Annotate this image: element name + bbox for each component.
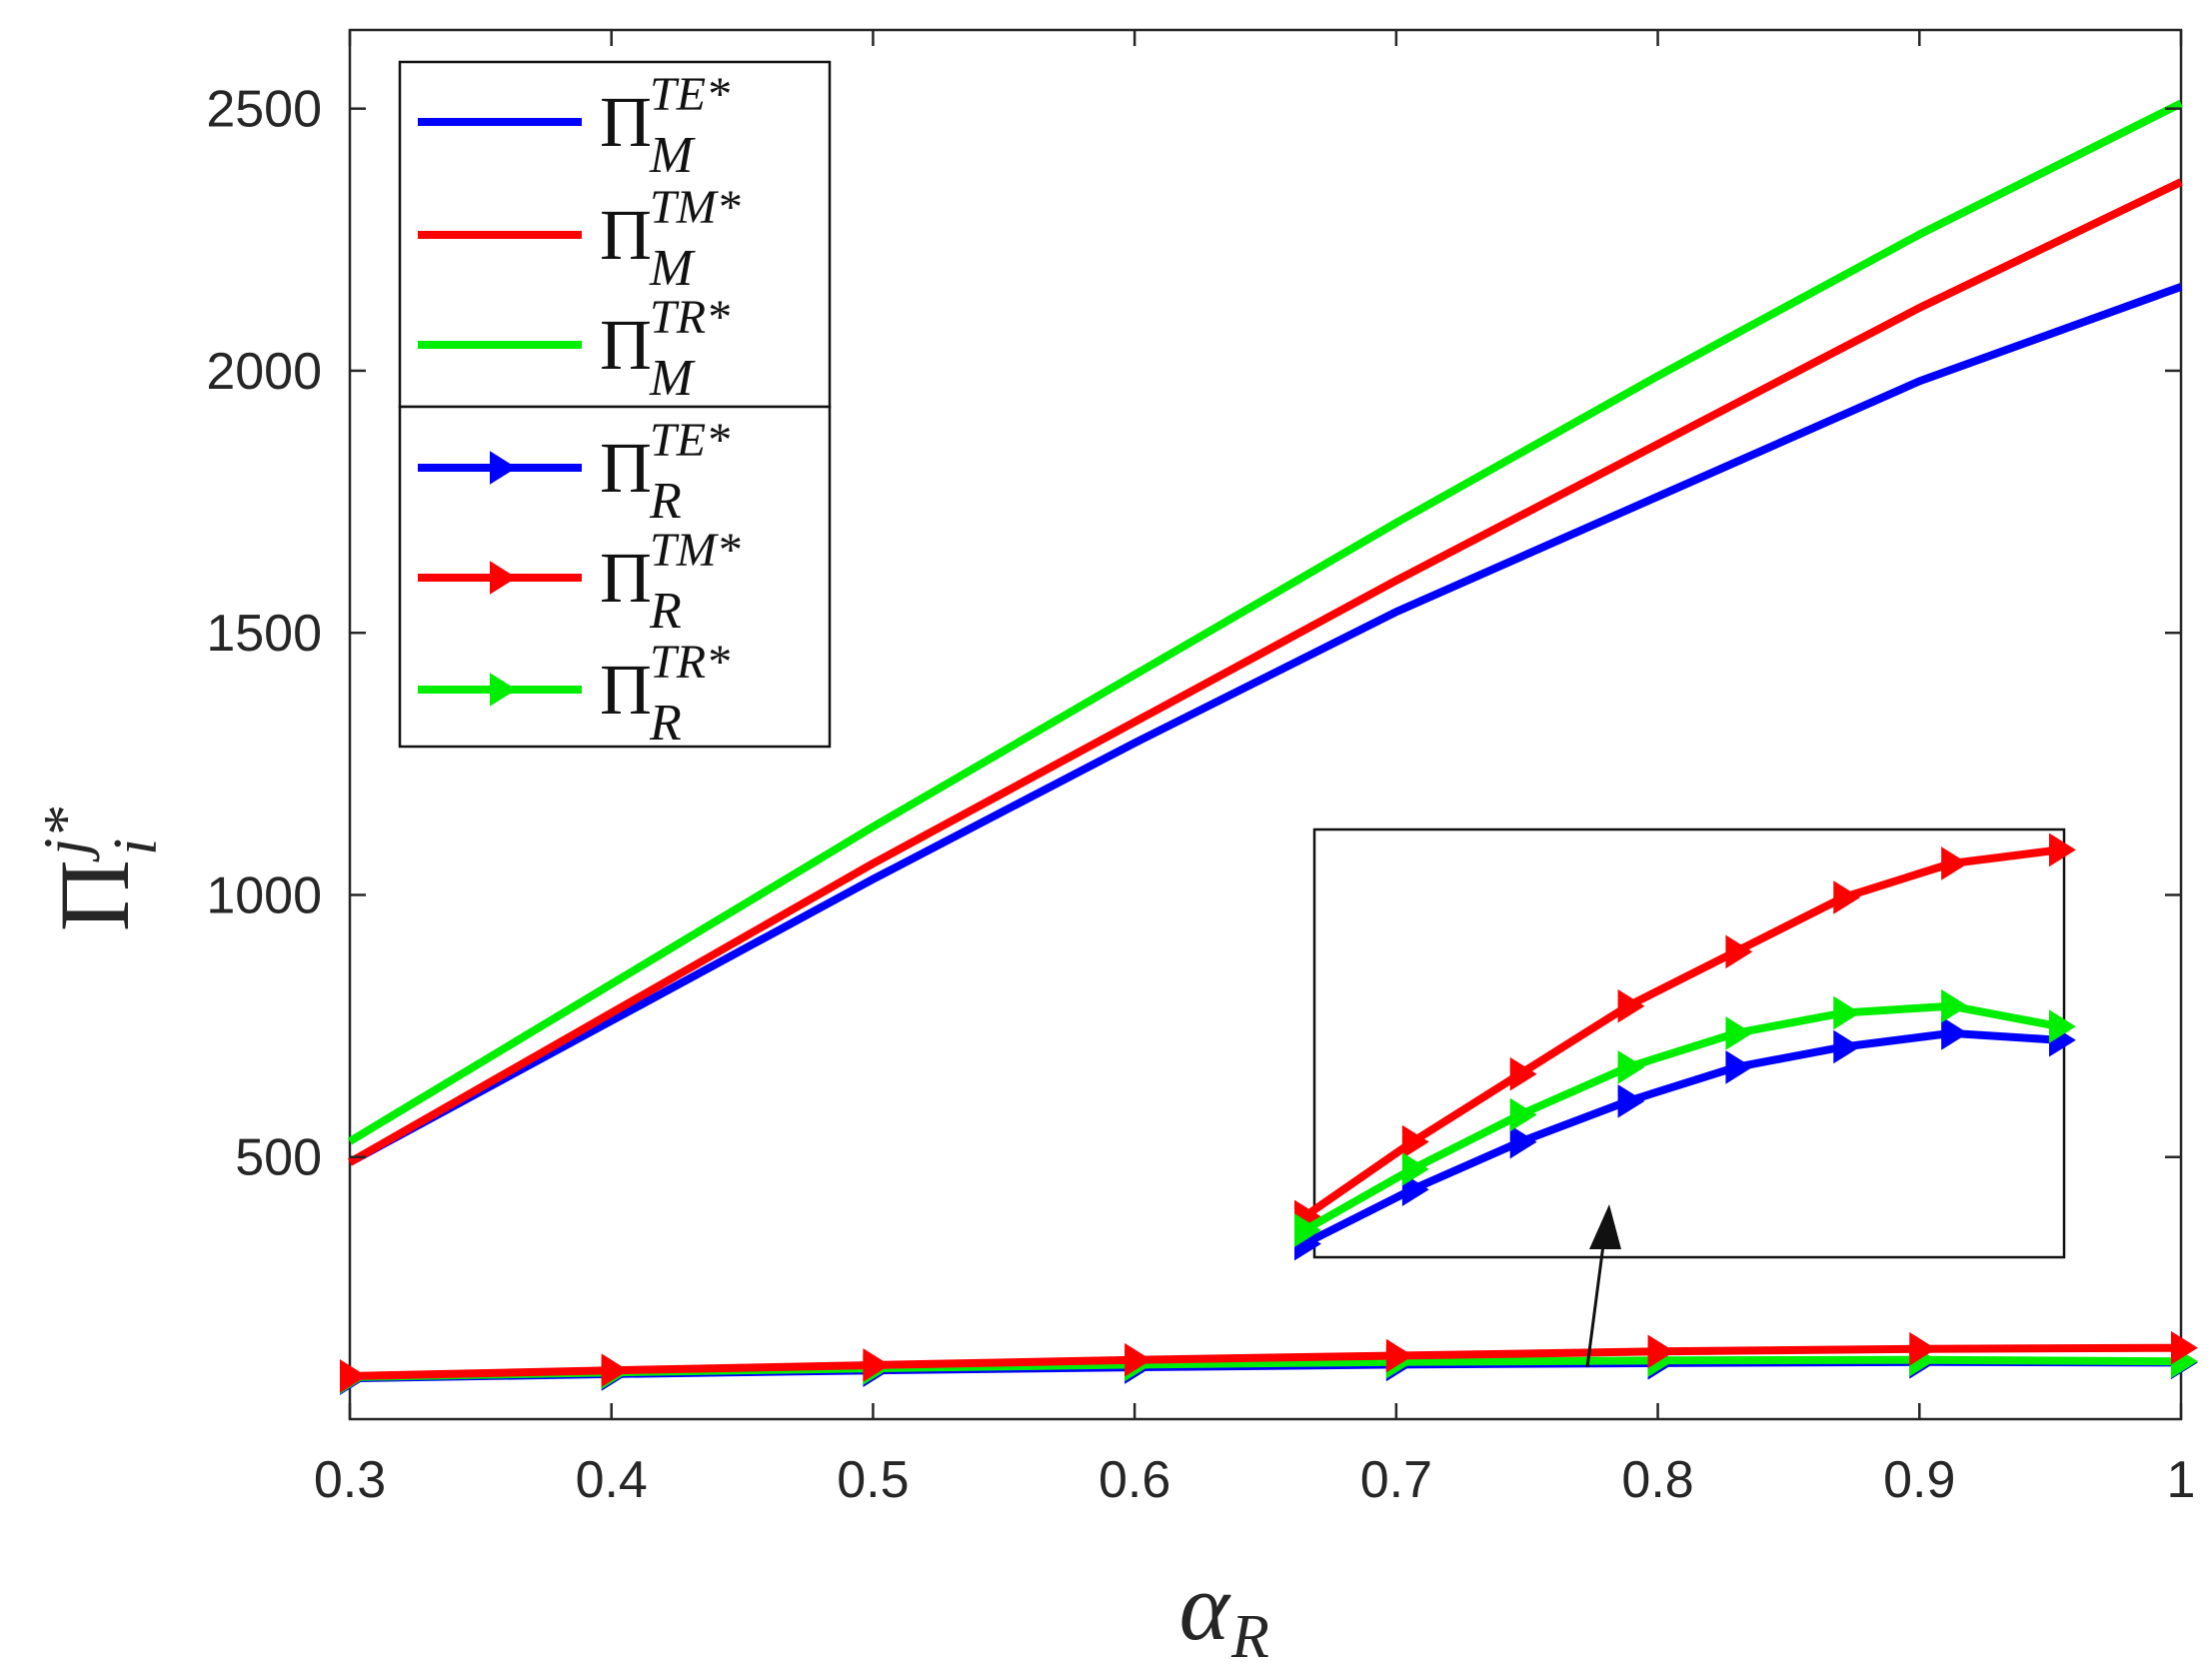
marker-TM-R <box>1909 1331 1937 1366</box>
inset-frame <box>1312 828 2066 1259</box>
x-tick-label: 0.9 <box>1883 1451 1955 1509</box>
y-tick-label: 500 <box>235 1129 322 1187</box>
inset-marker-TE-R <box>1401 1172 1429 1207</box>
legend-subscript: R <box>649 473 682 530</box>
legend-marker-TE-R <box>490 451 517 485</box>
legend-symbol: Π <box>600 538 652 618</box>
y-axis-label-symbol: Π <box>39 859 150 931</box>
inset-marker-TR-R <box>1294 1213 1321 1247</box>
marker-TM-R <box>863 1348 891 1382</box>
inset-marker-TE-R <box>1617 1084 1645 1118</box>
inset-line-TM-R <box>1301 845 2060 1220</box>
inset-marker-TM-R <box>1509 1056 1537 1091</box>
legend-subscript: R <box>649 695 682 752</box>
y-axis-label-subscript: i <box>102 838 170 855</box>
marker-TM-R <box>1385 1338 1413 1373</box>
inset-marker-TR-R <box>1617 1050 1645 1084</box>
legend-superscript: TE* <box>650 68 730 121</box>
legend-superscript: TM* <box>650 524 741 577</box>
y-tick-label: 1500 <box>206 605 322 663</box>
y-tick-label: 2500 <box>206 81 322 139</box>
zoom-inset <box>1294 828 2076 1368</box>
x-tick-label: 0.4 <box>576 1451 648 1509</box>
marker-TM-R <box>601 1353 629 1388</box>
legend-subscript: R <box>649 583 682 640</box>
inset-marker-TM-R <box>1833 880 1861 914</box>
series-line-TR-M <box>347 99 2183 1145</box>
legend-superscript: TR* <box>650 291 730 344</box>
x-axis-label-symbol: α <box>1179 1553 1231 1660</box>
series-layer <box>340 99 2198 1395</box>
y-tick-label: 2000 <box>206 343 322 401</box>
legend-subscript: M <box>649 240 696 297</box>
x-tick-label: 0.8 <box>1621 1451 1693 1509</box>
legend-symbol: Π <box>600 428 652 508</box>
series-line-TE-M <box>348 283 2183 1166</box>
inset-marker-TM-R <box>1401 1124 1429 1159</box>
x-axis-label: α R <box>1179 1553 1269 1665</box>
inset-marker-TM-R <box>1617 988 1645 1023</box>
legend-symbol: Π <box>600 195 652 275</box>
legend-symbol: Π <box>600 650 652 730</box>
inset-arrow-head <box>1589 1204 1621 1249</box>
x-tick-label: 0.3 <box>314 1451 386 1509</box>
inset-arrow-shaft <box>1585 1236 1606 1368</box>
marker-TM-R <box>1647 1334 1675 1369</box>
legend-subscript: M <box>649 127 696 184</box>
inset-line-TE-R <box>1302 1028 2060 1248</box>
marker-TM-R <box>2171 1330 2198 1365</box>
series-line-TM-R <box>349 1343 2182 1380</box>
inset-marker-TE-R <box>1941 1016 1969 1050</box>
legend-marker-TR-R <box>490 673 517 707</box>
inset-marker-TR-R <box>1401 1152 1429 1186</box>
inset-marker-TE-R <box>1725 1050 1753 1084</box>
inset-line-TR-R <box>1302 1001 2060 1234</box>
inset-marker-TE-R <box>1833 1029 1861 1064</box>
inset-marker-TM-R <box>2049 832 2076 867</box>
legend-superscript: TE* <box>650 414 730 467</box>
inset-marker-TR-R <box>1509 1097 1537 1132</box>
x-tick-label: 0.7 <box>1360 1451 1432 1509</box>
y-axis-label: Π j* i <box>32 808 170 931</box>
legend-superscript: TM* <box>650 181 741 234</box>
y-axis-label-superscript: j* <box>32 808 100 862</box>
marker-TM-R <box>340 1359 367 1393</box>
x-tick-label: 0.5 <box>837 1451 909 1509</box>
legend-superscript: TR* <box>650 636 730 689</box>
x-tick-label: 1 <box>2167 1451 2196 1509</box>
marker-TM-R <box>1124 1342 1152 1377</box>
inset-marker-TM-R <box>1941 846 1969 880</box>
legend-symbol: Π <box>600 305 652 385</box>
legend-symbol: Π <box>600 82 652 162</box>
inset-marker-TE-R <box>1509 1124 1537 1159</box>
inset-marker-TR-R <box>1725 1016 1753 1050</box>
legend-subscript: M <box>649 350 696 407</box>
series-line-TM-M <box>348 178 2183 1166</box>
y-tick-label: 1000 <box>206 866 322 924</box>
x-axis-label-subscript: R <box>1230 1603 1269 1665</box>
inset-marker-TR-R <box>1833 995 1861 1030</box>
axis-ticks: 0.3 0.4 0.5 0.6 0.7 0.8 0.9 1500100015002000250… <box>206 30 2195 1509</box>
inset-marker-TM-R <box>1725 934 1753 969</box>
inset-marker-TR-R <box>2049 1009 2076 1043</box>
x-tick-label: 0.6 <box>1099 1451 1170 1509</box>
inset-marker-TR-R <box>1941 988 1969 1023</box>
legend-marker-TM-R <box>490 561 517 595</box>
